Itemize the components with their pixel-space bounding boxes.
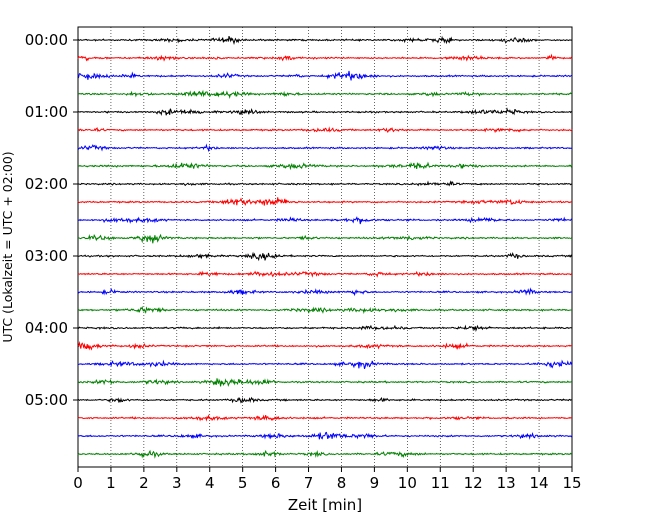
seismogram-trace	[77, 340, 573, 351]
seismogram-trace	[77, 143, 573, 153]
seismogram-traces	[77, 35, 573, 459]
seismogram-trace	[77, 414, 572, 422]
x-tick-label: 1	[106, 474, 116, 492]
x-tick-label: 3	[172, 474, 182, 492]
seismogram-trace	[77, 287, 573, 297]
y-tick-label: 01:00	[25, 103, 68, 121]
seismogram-trace	[77, 35, 573, 46]
x-tick-label: 5	[238, 474, 248, 492]
x-tick-label: 10	[398, 474, 417, 492]
seismogram-trace	[77, 126, 573, 134]
y-axis-label: UTC (Lokalzeit = UTC + 02:00)	[0, 151, 15, 342]
seismogram-trace	[77, 449, 573, 459]
x-tick-label: 13	[497, 474, 516, 492]
seismogram-trace	[77, 233, 573, 244]
seismogram-trace	[77, 70, 573, 81]
x-tick-label: 6	[271, 474, 281, 492]
seismogram-trace	[77, 107, 573, 116]
seismogram-trace	[77, 378, 573, 387]
x-tick-label: 9	[370, 474, 380, 492]
x-tick-label: 14	[530, 474, 549, 492]
x-tick-label: 8	[337, 474, 347, 492]
y-tick-label: 03:00	[25, 247, 68, 265]
y-tick-label: 05:00	[25, 391, 68, 409]
plot-area	[77, 26, 573, 468]
seismogram-trace	[77, 89, 573, 99]
seismogram-trace	[78, 251, 573, 262]
seismogram-trace	[77, 53, 573, 62]
grid-lines	[110, 27, 540, 467]
seismogram-trace	[77, 197, 573, 206]
x-tick-label: 4	[205, 474, 215, 492]
seismogram-trace	[77, 359, 573, 369]
seismogram-trace	[77, 431, 573, 440]
seismogram-trace	[77, 161, 573, 171]
y-tick-label: 00:00	[25, 31, 68, 49]
x-tick-label: 7	[304, 474, 314, 492]
x-tick-label: 0	[73, 474, 83, 492]
seismogram-trace	[77, 396, 573, 404]
y-tick-label: 04:00	[25, 319, 68, 337]
y-tick-label: 02:00	[25, 175, 68, 193]
y-axis-ticks: 00:00 01:00 02:00 03:00 04:00 05:00	[25, 31, 78, 409]
x-tick-label: 2	[139, 474, 149, 492]
x-tick-label: 12	[464, 474, 483, 492]
seismogram-trace	[77, 216, 573, 225]
x-tick-label: 11	[431, 474, 450, 492]
x-axis-label: Zeit [min]	[288, 496, 362, 514]
seismogram-trace	[77, 180, 573, 187]
x-tick-label: 15	[562, 474, 581, 492]
seismogram-trace	[77, 324, 572, 332]
x-axis-ticks: 0 1 2 3 4 5 6 7 8 9 10 11 12 13 14 15	[73, 467, 582, 492]
seismogram-trace	[77, 305, 572, 315]
seismogram-trace	[77, 270, 573, 278]
